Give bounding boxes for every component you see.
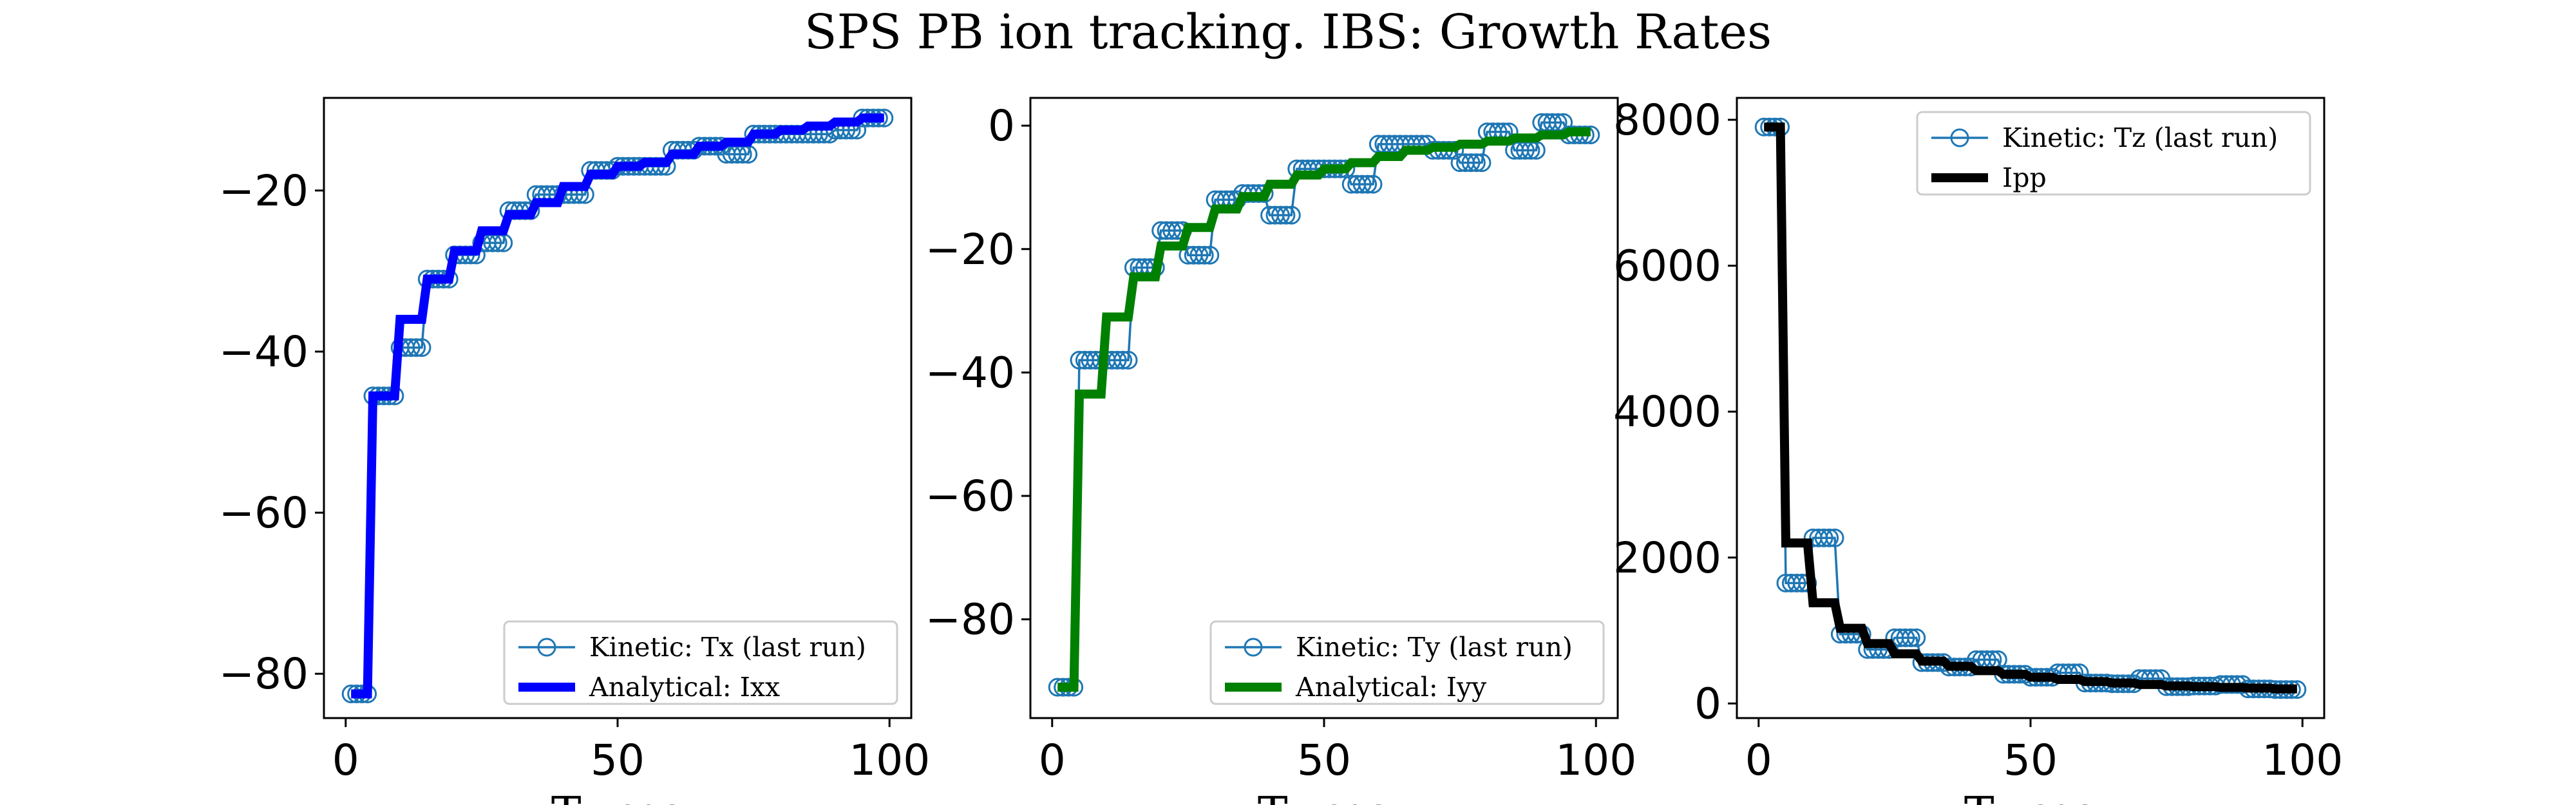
y-tick-label: −40 — [925, 348, 1015, 397]
data-point — [1276, 205, 1296, 225]
y-tick-label: −20 — [925, 225, 1015, 274]
subplot-z-growth-rates: 0 50 100 8000 6000 4000 2000 0 Turns Kinetic: Tz … — [1613, 95, 2343, 805]
plot-area — [341, 108, 894, 703]
data-point — [1907, 628, 1926, 647]
data-point — [407, 338, 426, 357]
data-point — [1472, 153, 1492, 173]
x-tick-label: 100 — [2262, 735, 2343, 785]
data-point — [1461, 153, 1481, 173]
data-point — [1814, 528, 1833, 547]
data-point — [1787, 573, 1806, 592]
y-tick-label: −40 — [219, 327, 308, 377]
analytical-line — [351, 113, 884, 699]
x-tick-label: 50 — [2003, 735, 2058, 785]
data-point — [1363, 175, 1383, 194]
data-point — [1825, 528, 1844, 547]
data-point — [1352, 175, 1372, 194]
y-tick-label: 4000 — [1613, 387, 1721, 437]
data-point — [1200, 245, 1220, 265]
legend-entry-label: Kinetic: Ty (last run) — [1296, 632, 1573, 663]
legend-entry-label: Analytical: Iyy — [1295, 672, 1487, 703]
legend: Kinetic: Tz (last run) Ipp — [1916, 111, 2311, 196]
series-analytical — [1764, 122, 2297, 694]
data-point — [1271, 205, 1290, 225]
y-tick-label: 0 — [988, 101, 1015, 151]
x-axis-label: Turns — [551, 787, 684, 805]
x-axis-label: Turns — [1258, 787, 1390, 805]
y-tick-label: −60 — [219, 488, 308, 538]
series-analytical — [351, 113, 884, 699]
y-tick-label: −60 — [925, 471, 1015, 521]
legend-frame — [1916, 111, 2311, 196]
y-tick-label: −80 — [925, 595, 1015, 645]
legend-swatch-marker — [537, 638, 556, 657]
y-tick-label: −20 — [219, 166, 308, 216]
x-tick-label: 0 — [1745, 735, 1772, 785]
legend: Kinetic: Ty (last run) Analytical: Iyy — [1209, 620, 1605, 705]
data-point — [1466, 153, 1486, 173]
legend: Kinetic: Tx (last run) Analytical: Ixx — [503, 620, 898, 705]
y-tick-label: 0 — [1694, 679, 1721, 728]
series-analytical — [1057, 127, 1591, 692]
legend-entry-label: Kinetic: Tz (last run) — [2002, 122, 2278, 153]
x-tick-label: 50 — [1297, 735, 1351, 785]
y-tick-label: 2000 — [1613, 533, 1721, 583]
data-point — [1119, 350, 1138, 370]
plot-area — [1754, 117, 2307, 699]
data-point — [1901, 628, 1920, 647]
x-axis-label: Turns — [1964, 787, 2097, 805]
legend-swatch-marker — [1244, 638, 1263, 657]
y-tick-label: 8000 — [1613, 95, 1721, 145]
data-point — [1162, 221, 1182, 240]
x-tick-label: 100 — [849, 735, 930, 785]
y-tick-label: 6000 — [1613, 242, 1721, 291]
data-point — [1820, 528, 1839, 547]
legend-frame — [1209, 620, 1605, 705]
subplot-y-growth-rates: 0 50 100 0 −20 −40 −60 −80 Turns Kinetic: Ty (las… — [925, 97, 1636, 805]
figure-title: SPS PB ion tracking. IBS: Growth Rates — [804, 5, 1772, 60]
data-point — [1113, 350, 1133, 370]
data-point — [1108, 350, 1127, 370]
x-tick-label: 100 — [1555, 735, 1636, 785]
subplot-x-growth-rates: 0 50 100 −20 −40 −60 −80 Turns Kinetic: Tx (last… — [219, 97, 930, 805]
analytical-line — [1057, 127, 1591, 692]
plot-area — [1048, 113, 1600, 697]
legend-entry-label: Analytical: Ixx — [589, 672, 780, 703]
analytical-line — [1764, 122, 2297, 694]
data-point — [1896, 628, 1915, 647]
data-point — [1189, 245, 1209, 265]
data-point — [1195, 245, 1214, 265]
data-point — [1282, 205, 1301, 225]
legend-frame — [503, 620, 898, 705]
legend-entry-label: Ipp — [2002, 162, 2047, 193]
y-tick-label: −80 — [219, 649, 308, 699]
x-tick-label: 0 — [332, 735, 359, 785]
x-tick-label: 0 — [1039, 735, 1066, 785]
data-point — [412, 338, 431, 357]
x-tick-label: 50 — [591, 735, 645, 785]
legend-entry-label: Kinetic: Tx (last run) — [589, 632, 866, 663]
legend-swatch-marker — [1950, 128, 1969, 147]
data-point — [1358, 175, 1378, 194]
